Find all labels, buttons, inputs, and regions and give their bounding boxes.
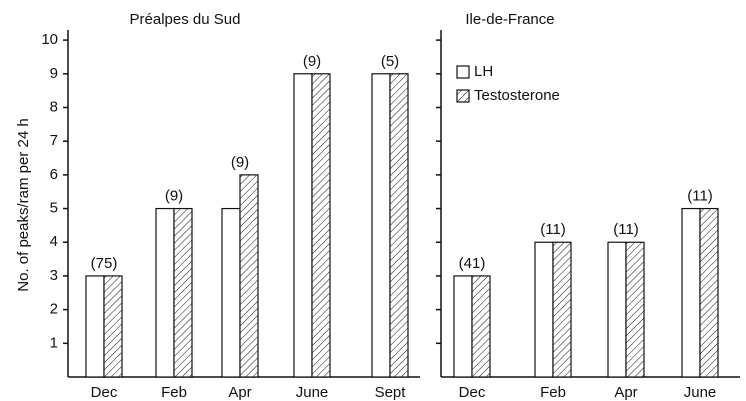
y-tick-label: 3 <box>50 267 58 284</box>
sample-size: (9) <box>231 154 249 171</box>
bar <box>552 241 572 378</box>
bar <box>103 275 123 378</box>
y-tick-label: 9 <box>50 65 58 82</box>
y-tick-label: 4 <box>50 233 58 250</box>
y-tick-label: 1 <box>50 334 58 351</box>
bar <box>625 241 645 378</box>
sample-size: (75) <box>91 255 118 272</box>
bar <box>85 275 105 378</box>
bar <box>453 275 473 378</box>
x-tick-label: Apr <box>228 384 251 401</box>
sample-size: (11) <box>687 188 713 205</box>
bar <box>607 241 627 378</box>
bar <box>534 241 554 378</box>
bar <box>311 73 331 378</box>
y-tick-label: 2 <box>50 301 58 318</box>
bar <box>173 207 193 378</box>
bar <box>155 207 175 378</box>
bar <box>471 275 491 378</box>
sample-size: (11) <box>540 221 566 238</box>
legend-label: LH <box>474 63 493 80</box>
x-tick-label: June <box>684 384 717 401</box>
y-tick-label: 10 <box>41 31 58 48</box>
bar <box>681 207 701 378</box>
x-tick-label: Dec <box>91 384 118 401</box>
x-tick-label: Feb <box>540 384 566 401</box>
sample-size: (41) <box>459 255 486 272</box>
bar <box>699 207 719 378</box>
y-tick-label: 5 <box>50 200 58 217</box>
bar <box>239 174 259 378</box>
bar <box>293 73 313 378</box>
x-tick-label: Sept <box>375 384 407 401</box>
sample-size: (9) <box>303 53 321 70</box>
panel-title: Ile-de-France <box>465 11 554 28</box>
panel-title: Préalpes du Sud <box>130 11 241 28</box>
y-tick-label: 6 <box>50 166 58 183</box>
y-tick-label: 7 <box>50 132 58 149</box>
x-tick-label: Feb <box>161 384 187 401</box>
sample-size: (5) <box>381 53 399 70</box>
x-tick-label: Dec <box>459 384 486 401</box>
x-tick-label: June <box>296 384 329 401</box>
bar <box>371 73 391 378</box>
y-tick-label: 8 <box>50 98 58 115</box>
sample-size: (11) <box>613 221 639 238</box>
y-axis-label: No. of peaks/ram per 24 h <box>15 118 32 291</box>
x-tick-label: Apr <box>614 384 637 401</box>
legend-label: Testosterone <box>474 87 560 104</box>
legend-swatch <box>456 89 470 103</box>
bar <box>221 207 241 378</box>
legend-swatch <box>456 65 470 79</box>
sample-size: (9) <box>165 188 183 205</box>
bar <box>389 73 409 378</box>
